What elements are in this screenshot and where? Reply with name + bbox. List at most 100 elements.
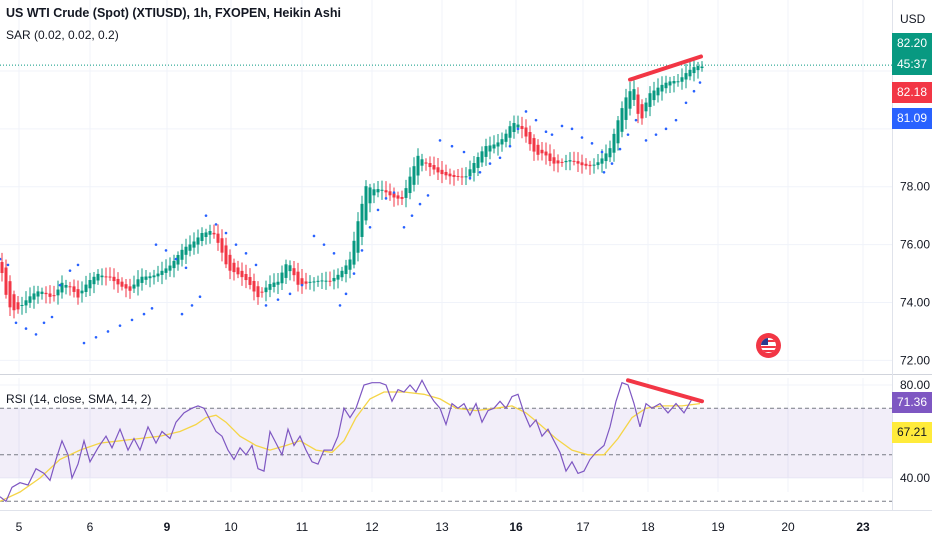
time-axis-label: 5	[16, 520, 23, 534]
price-axis-label: 74.00	[900, 296, 930, 310]
candle-body	[564, 160, 568, 163]
candle-body	[352, 240, 356, 265]
sar-dot	[142, 312, 146, 316]
candle-body	[588, 164, 592, 167]
candle-body	[468, 169, 472, 177]
candle-body	[296, 271, 300, 285]
candle-body	[264, 287, 268, 293]
sar-dot	[344, 292, 348, 296]
sar-dot	[376, 208, 380, 212]
sar-dot	[224, 231, 228, 235]
sar-dot	[654, 133, 658, 136]
time-axis-label: 23	[856, 520, 870, 534]
sar-indicator-label[interactable]: SAR (0.02, 0.02, 0.2)	[6, 28, 119, 42]
candle-body	[532, 138, 536, 152]
candle-body	[664, 82, 668, 89]
candle-body	[56, 289, 60, 296]
candle-body	[108, 276, 112, 278]
candle-body	[4, 267, 8, 295]
candle-body	[304, 281, 308, 284]
time-axis-label: 17	[576, 520, 590, 534]
rsi-indicator-label[interactable]: RSI (14, close, SMA, 14, 2)	[6, 392, 152, 406]
candle-body	[536, 144, 540, 155]
sar-dot	[234, 243, 238, 246]
candle-body	[688, 69, 692, 77]
candle-body	[208, 231, 212, 235]
candle-body	[684, 73, 688, 80]
candle-body	[372, 189, 376, 196]
candle-body	[276, 281, 280, 285]
candle-body	[252, 280, 256, 292]
us-flag-icon[interactable]	[756, 333, 781, 358]
candle-body	[156, 273, 160, 277]
candle-body	[488, 145, 492, 152]
candle-body	[524, 127, 528, 137]
sar-dot	[544, 130, 548, 134]
candle-body	[632, 89, 636, 100]
candle-body	[24, 300, 28, 306]
candle-body	[16, 302, 20, 310]
candle-body	[464, 176, 468, 178]
candle-body	[68, 286, 72, 288]
candle-body	[396, 195, 400, 199]
candle-body	[528, 132, 532, 145]
sar-dot	[150, 307, 154, 310]
candle-body	[248, 277, 252, 285]
candle-body	[648, 93, 652, 107]
sar-dot	[190, 304, 194, 307]
sar-dot	[590, 142, 594, 145]
candle-body	[88, 280, 92, 289]
candle-body	[496, 142, 500, 147]
candle-body	[320, 280, 324, 282]
rsi-axis-label: 40.00	[900, 471, 930, 485]
sar-dot	[14, 321, 18, 325]
candle-body	[232, 262, 236, 273]
candle-body	[388, 191, 392, 196]
candle-body	[116, 278, 120, 285]
sar-dot	[634, 118, 638, 122]
sar-dot	[58, 283, 62, 287]
candle-body	[32, 293, 36, 300]
sar-dot	[692, 89, 696, 93]
candle-body	[580, 162, 584, 166]
candle-body	[164, 268, 168, 273]
candle-body	[192, 241, 196, 248]
sar-dot	[184, 266, 188, 270]
sar-dot	[664, 127, 668, 131]
candle-body	[404, 188, 408, 198]
candle-body	[152, 275, 156, 278]
candle-body	[84, 284, 88, 292]
candle-body	[508, 126, 512, 138]
candle-body	[492, 144, 496, 149]
time-axis-label: 13	[435, 520, 449, 534]
close-price-tag: 82.18	[892, 82, 932, 103]
sar-dot	[82, 341, 86, 345]
sar-dot	[516, 127, 520, 131]
candle-body	[60, 282, 64, 293]
time-axis-label: 20	[781, 520, 795, 534]
sar-dot	[264, 304, 268, 307]
rsi-value-tag: 71.36	[892, 392, 932, 413]
sar-dot	[368, 225, 372, 229]
candle-body	[596, 162, 600, 166]
sar-dot	[338, 304, 342, 307]
candle-body	[612, 133, 616, 153]
candle-body	[456, 175, 460, 177]
candle-body	[368, 187, 372, 204]
candle-body	[324, 280, 328, 282]
candle-body	[448, 173, 452, 177]
rsi-axis-label: 80.00	[900, 378, 930, 392]
candle-body	[148, 276, 152, 279]
sar-dot	[288, 292, 292, 296]
sar-dot	[68, 269, 72, 272]
candle-body	[576, 161, 580, 164]
candle-body	[428, 163, 432, 168]
candle-body	[144, 276, 148, 280]
countdown-tag: 45:37	[892, 54, 932, 75]
candle-body	[552, 157, 556, 164]
candle-body	[72, 286, 76, 292]
candle-body	[668, 81, 672, 86]
candle-body	[312, 281, 316, 283]
currency-label: USD	[900, 12, 926, 26]
